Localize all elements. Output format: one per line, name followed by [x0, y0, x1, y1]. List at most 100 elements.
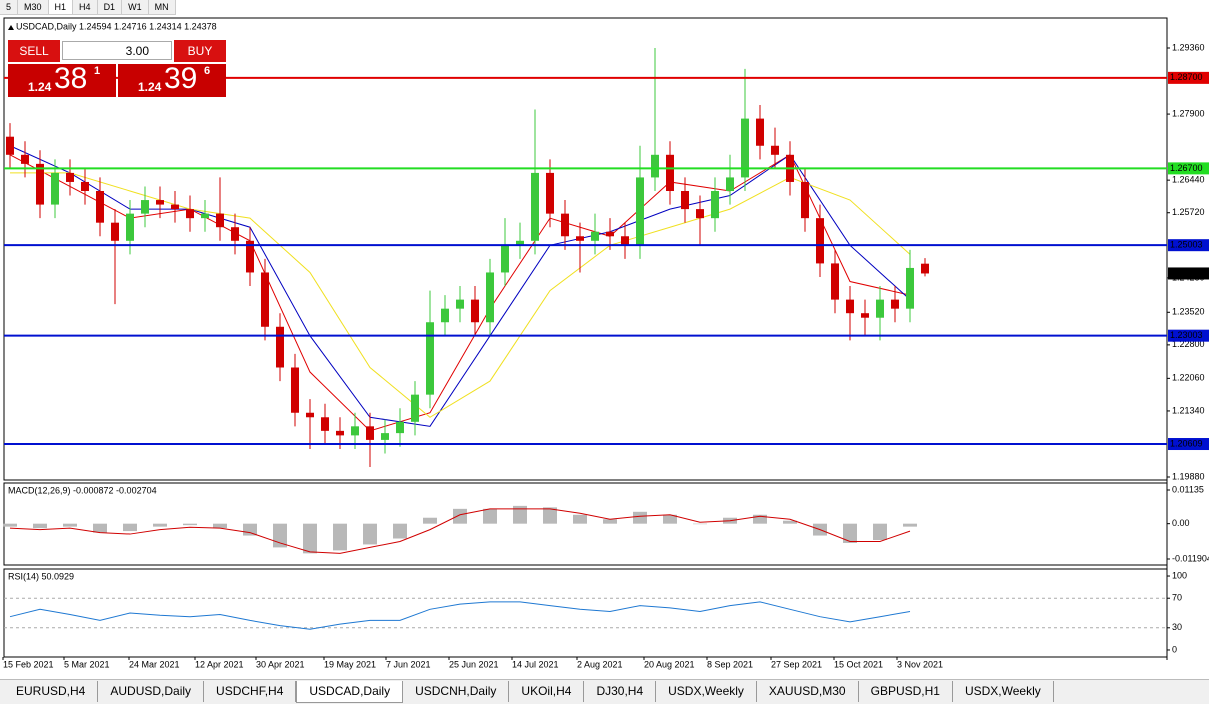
- timeframe-button[interactable]: MN: [149, 0, 176, 14]
- histogram-bar: [183, 523, 197, 526]
- histogram-bar: [93, 523, 107, 533]
- candle-body: [906, 267, 914, 309]
- x-tick-label: 5 Mar 2021: [64, 659, 110, 669]
- histogram-bar: [393, 523, 407, 539]
- level-label-box: [1168, 438, 1209, 451]
- volume-input[interactable]: 3.00: [62, 41, 172, 60]
- histogram-bar: [123, 523, 137, 532]
- title-marker: [8, 25, 14, 30]
- histogram-bar: [303, 523, 317, 554]
- symbol-tab[interactable]: UKOil,H4: [509, 681, 585, 702]
- candle-body: [921, 263, 929, 274]
- timeframe-button[interactable]: D1: [98, 0, 123, 14]
- candle-body: [246, 240, 254, 273]
- candle-body: [21, 154, 29, 164]
- candle-body: [531, 172, 539, 241]
- timeframe-button[interactable]: W1: [122, 0, 149, 14]
- symbol-tab[interactable]: AUDUSD,Daily: [98, 681, 205, 702]
- timeframe-button[interactable]: M30: [18, 0, 49, 14]
- candle-body: [381, 433, 389, 440]
- candle-body: [666, 154, 674, 192]
- candle-body: [126, 213, 134, 241]
- buy-button[interactable]: BUY: [174, 40, 226, 62]
- level-label-box: [1168, 239, 1209, 252]
- candle-body: [636, 177, 644, 246]
- candle-body: [321, 417, 329, 431]
- candle-body: [501, 245, 509, 273]
- candle-body: [516, 240, 524, 246]
- candle-body: [801, 181, 809, 219]
- candle-body: [846, 299, 854, 314]
- histogram-bar: [783, 520, 797, 524]
- histogram-bar: [243, 523, 257, 536]
- candle-body: [441, 308, 449, 323]
- price-sup: 6: [204, 65, 211, 77]
- symbol-tab[interactable]: USDX,Weekly: [656, 681, 757, 702]
- symbol-tab[interactable]: DJ30,H4: [584, 681, 657, 702]
- candle-body: [681, 191, 689, 210]
- price-sup: 1: [94, 65, 101, 77]
- timeframe-button[interactable]: H4: [73, 0, 98, 14]
- y-tick-label: 1.27900: [1172, 108, 1205, 118]
- candle-body: [186, 209, 194, 219]
- y-tick-label: 30: [1172, 622, 1182, 632]
- price-prefix: 1.24: [138, 80, 162, 94]
- symbol-tab[interactable]: USDCAD,Daily: [296, 681, 404, 703]
- x-tick-label: 27 Sep 2021: [771, 659, 822, 669]
- x-tick-label: 3 Nov 2021: [897, 659, 943, 669]
- panel-frame: [3, 482, 1168, 566]
- symbol-tab[interactable]: USDCHF,H4: [204, 681, 297, 702]
- candle-body: [486, 272, 494, 323]
- x-tick-label: 8 Sep 2021: [707, 659, 753, 669]
- sell-button[interactable]: SELL: [8, 40, 60, 62]
- y-tick-label: 1.25720: [1172, 207, 1205, 217]
- x-tick-label: 30 Apr 2021: [256, 659, 305, 669]
- buy-price[interactable]: 1.24 39 6: [118, 62, 226, 97]
- candle-body: [231, 227, 239, 241]
- candle-body: [66, 172, 74, 182]
- level-label-box: [1168, 71, 1209, 84]
- candle-body: [696, 209, 704, 219]
- y-tick-label: -0.011904: [1172, 553, 1209, 563]
- level-label: 1.20609: [1170, 438, 1203, 448]
- histogram-bar: [843, 523, 857, 543]
- histogram-bar: [573, 514, 587, 524]
- candle-body: [876, 299, 884, 318]
- candle-body: [306, 412, 314, 418]
- histogram-bar: [753, 514, 767, 524]
- candle-body: [426, 322, 434, 395]
- candle-body: [351, 426, 359, 436]
- y-tick-label: 0.01135: [1172, 484, 1204, 494]
- y-tick-label: 1.19880: [1172, 471, 1205, 481]
- candle-body: [81, 181, 89, 192]
- chart-title: USDCAD,Daily 1.24594 1.24716 1.24314 1.2…: [16, 21, 217, 31]
- sell-price[interactable]: 1.24 38 1: [8, 62, 116, 97]
- candle-body: [216, 213, 224, 228]
- candle-body: [771, 145, 779, 155]
- histogram-bar: [333, 523, 347, 551]
- symbol-tab[interactable]: XAUUSD,M30: [757, 681, 859, 702]
- symbol-tab[interactable]: USDCNH,Daily: [403, 681, 510, 702]
- histogram-bar: [3, 523, 17, 527]
- level-label: 1.25003: [1170, 240, 1203, 250]
- y-tick-label: 0.00: [1172, 518, 1190, 528]
- symbol-tab[interactable]: GBPUSD,H1: [859, 681, 953, 702]
- symbol-tab[interactable]: USDX,Weekly: [953, 681, 1054, 702]
- timeframe-button[interactable]: H1: [48, 0, 74, 14]
- timeframe-toolbar: 5 M30 H1 H4 D1 W1 MN: [0, 0, 176, 15]
- histogram-bar: [153, 523, 167, 527]
- candle-body: [111, 222, 119, 241]
- level-label: 1.26700: [1170, 163, 1203, 173]
- price-main: 39: [164, 62, 198, 95]
- y-tick-label: 1.23520: [1172, 307, 1205, 317]
- histogram-bar: [483, 508, 497, 524]
- candle-body: [51, 172, 59, 205]
- candle-body: [201, 213, 209, 219]
- symbol-tab[interactable]: EURUSD,H4: [4, 681, 99, 702]
- timeframe-button[interactable]: 5: [0, 0, 19, 14]
- candle-body: [396, 421, 404, 434]
- histogram-bar: [633, 511, 647, 524]
- candle-body: [711, 191, 719, 219]
- y-tick-label: 70: [1172, 593, 1182, 603]
